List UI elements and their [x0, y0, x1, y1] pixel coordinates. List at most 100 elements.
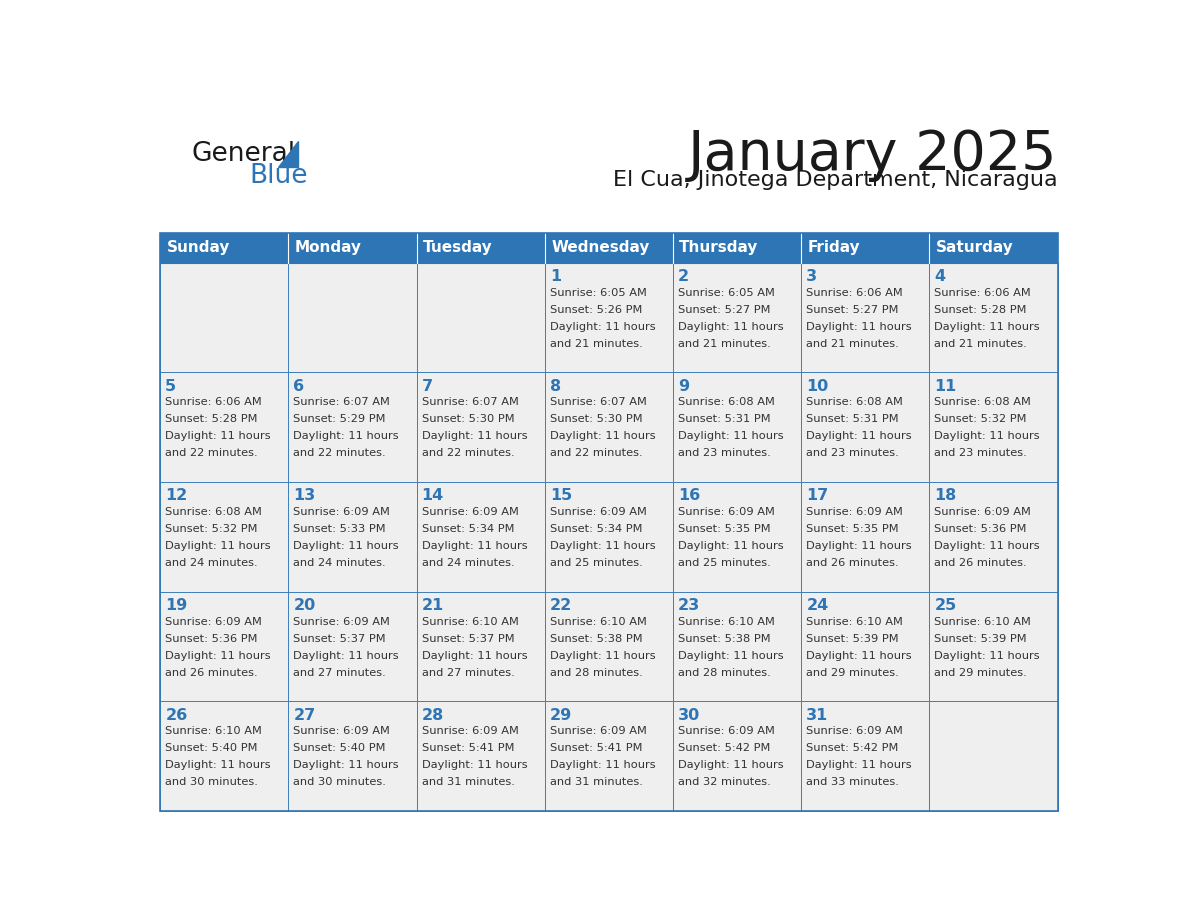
- Text: Sunset: 5:33 PM: Sunset: 5:33 PM: [293, 524, 386, 534]
- Bar: [929, 482, 1057, 591]
- Text: 17: 17: [807, 488, 828, 503]
- Bar: [801, 701, 929, 811]
- Bar: [160, 263, 289, 373]
- Text: Daylight: 11 hours: Daylight: 11 hours: [293, 760, 399, 770]
- Text: Sunset: 5:36 PM: Sunset: 5:36 PM: [935, 524, 1026, 534]
- Bar: [289, 482, 417, 591]
- Text: Daylight: 11 hours: Daylight: 11 hours: [807, 431, 912, 442]
- Text: Sunset: 5:42 PM: Sunset: 5:42 PM: [807, 744, 898, 754]
- Bar: [160, 233, 1057, 811]
- Text: Daylight: 11 hours: Daylight: 11 hours: [678, 651, 784, 661]
- Text: Sunset: 5:41 PM: Sunset: 5:41 PM: [550, 744, 643, 754]
- Text: Sunrise: 6:07 AM: Sunrise: 6:07 AM: [550, 397, 646, 408]
- Text: Sunset: 5:32 PM: Sunset: 5:32 PM: [165, 524, 258, 534]
- Text: Daylight: 11 hours: Daylight: 11 hours: [935, 651, 1041, 661]
- Text: 22: 22: [550, 599, 573, 613]
- Text: 5: 5: [165, 379, 176, 394]
- Text: and 25 minutes.: and 25 minutes.: [678, 558, 771, 568]
- Text: Daylight: 11 hours: Daylight: 11 hours: [807, 541, 912, 551]
- Text: Daylight: 11 hours: Daylight: 11 hours: [935, 322, 1041, 331]
- Text: Sunset: 5:26 PM: Sunset: 5:26 PM: [550, 305, 643, 315]
- Bar: [672, 591, 801, 701]
- Text: Sunset: 5:40 PM: Sunset: 5:40 PM: [293, 744, 386, 754]
- Text: 15: 15: [550, 488, 573, 503]
- Text: Sunset: 5:34 PM: Sunset: 5:34 PM: [550, 524, 643, 534]
- Bar: [545, 591, 672, 701]
- Text: 25: 25: [935, 599, 956, 613]
- Text: Sunrise: 6:10 AM: Sunrise: 6:10 AM: [935, 617, 1031, 627]
- Text: Daylight: 11 hours: Daylight: 11 hours: [422, 651, 527, 661]
- Text: Daylight: 11 hours: Daylight: 11 hours: [422, 431, 527, 442]
- Text: and 29 minutes.: and 29 minutes.: [935, 667, 1028, 677]
- Text: 8: 8: [550, 379, 561, 394]
- Text: General: General: [191, 141, 296, 167]
- Bar: [929, 591, 1057, 701]
- Bar: [417, 233, 545, 263]
- Bar: [929, 233, 1057, 263]
- Bar: [160, 701, 289, 811]
- Text: Sunrise: 6:09 AM: Sunrise: 6:09 AM: [678, 507, 775, 517]
- Text: Sunset: 5:32 PM: Sunset: 5:32 PM: [935, 415, 1026, 424]
- Text: Sunset: 5:30 PM: Sunset: 5:30 PM: [422, 415, 514, 424]
- Text: Daylight: 11 hours: Daylight: 11 hours: [165, 760, 271, 770]
- Text: Sunset: 5:41 PM: Sunset: 5:41 PM: [422, 744, 514, 754]
- Bar: [160, 482, 289, 591]
- Text: and 26 minutes.: and 26 minutes.: [807, 558, 899, 568]
- Text: and 30 minutes.: and 30 minutes.: [165, 778, 258, 788]
- Text: Daylight: 11 hours: Daylight: 11 hours: [293, 651, 399, 661]
- Text: Daylight: 11 hours: Daylight: 11 hours: [293, 541, 399, 551]
- Text: 30: 30: [678, 708, 701, 722]
- Text: Daylight: 11 hours: Daylight: 11 hours: [678, 322, 784, 331]
- Text: Sunday: Sunday: [166, 241, 230, 255]
- Text: Sunrise: 6:09 AM: Sunrise: 6:09 AM: [422, 726, 518, 736]
- Text: 23: 23: [678, 599, 701, 613]
- Text: Sunrise: 6:05 AM: Sunrise: 6:05 AM: [678, 288, 775, 297]
- Text: Daylight: 11 hours: Daylight: 11 hours: [807, 322, 912, 331]
- Text: and 21 minutes.: and 21 minutes.: [807, 339, 899, 349]
- Text: Sunset: 5:34 PM: Sunset: 5:34 PM: [422, 524, 514, 534]
- Bar: [160, 233, 289, 263]
- Text: Daylight: 11 hours: Daylight: 11 hours: [807, 651, 912, 661]
- Text: Sunset: 5:37 PM: Sunset: 5:37 PM: [422, 633, 514, 644]
- Text: Sunrise: 6:10 AM: Sunrise: 6:10 AM: [165, 726, 263, 736]
- Text: El Cua, Jinotega Department, Nicaragua: El Cua, Jinotega Department, Nicaragua: [613, 170, 1057, 190]
- Text: 13: 13: [293, 488, 316, 503]
- Text: Sunrise: 6:09 AM: Sunrise: 6:09 AM: [807, 726, 903, 736]
- Text: Daylight: 11 hours: Daylight: 11 hours: [165, 431, 271, 442]
- Text: 12: 12: [165, 488, 188, 503]
- Text: Daylight: 11 hours: Daylight: 11 hours: [293, 431, 399, 442]
- Text: and 29 minutes.: and 29 minutes.: [807, 667, 899, 677]
- Text: Sunrise: 6:09 AM: Sunrise: 6:09 AM: [935, 507, 1031, 517]
- Text: Daylight: 11 hours: Daylight: 11 hours: [550, 541, 656, 551]
- Text: Sunrise: 6:09 AM: Sunrise: 6:09 AM: [293, 617, 391, 627]
- Text: Daylight: 11 hours: Daylight: 11 hours: [678, 760, 784, 770]
- Text: Daylight: 11 hours: Daylight: 11 hours: [935, 541, 1041, 551]
- Bar: [289, 591, 417, 701]
- Bar: [417, 263, 545, 373]
- Text: Sunrise: 6:08 AM: Sunrise: 6:08 AM: [807, 397, 903, 408]
- Bar: [417, 591, 545, 701]
- Text: 10: 10: [807, 379, 828, 394]
- Text: and 22 minutes.: and 22 minutes.: [165, 449, 258, 458]
- Text: Sunrise: 6:06 AM: Sunrise: 6:06 AM: [165, 397, 263, 408]
- Text: Sunrise: 6:09 AM: Sunrise: 6:09 AM: [293, 726, 391, 736]
- Text: 24: 24: [807, 599, 828, 613]
- Bar: [672, 233, 801, 263]
- Text: and 26 minutes.: and 26 minutes.: [935, 558, 1028, 568]
- Bar: [672, 263, 801, 373]
- Text: 18: 18: [935, 488, 956, 503]
- Text: and 23 minutes.: and 23 minutes.: [935, 449, 1028, 458]
- Bar: [545, 482, 672, 591]
- Text: Tuesday: Tuesday: [423, 241, 493, 255]
- Text: Daylight: 11 hours: Daylight: 11 hours: [678, 541, 784, 551]
- Text: Sunrise: 6:10 AM: Sunrise: 6:10 AM: [807, 617, 903, 627]
- Text: and 27 minutes.: and 27 minutes.: [293, 667, 386, 677]
- Text: Daylight: 11 hours: Daylight: 11 hours: [422, 760, 527, 770]
- Text: 16: 16: [678, 488, 701, 503]
- Bar: [160, 591, 289, 701]
- Text: 11: 11: [935, 379, 956, 394]
- Bar: [801, 263, 929, 373]
- Text: and 21 minutes.: and 21 minutes.: [550, 339, 643, 349]
- Text: Blue: Blue: [249, 162, 308, 188]
- Bar: [417, 482, 545, 591]
